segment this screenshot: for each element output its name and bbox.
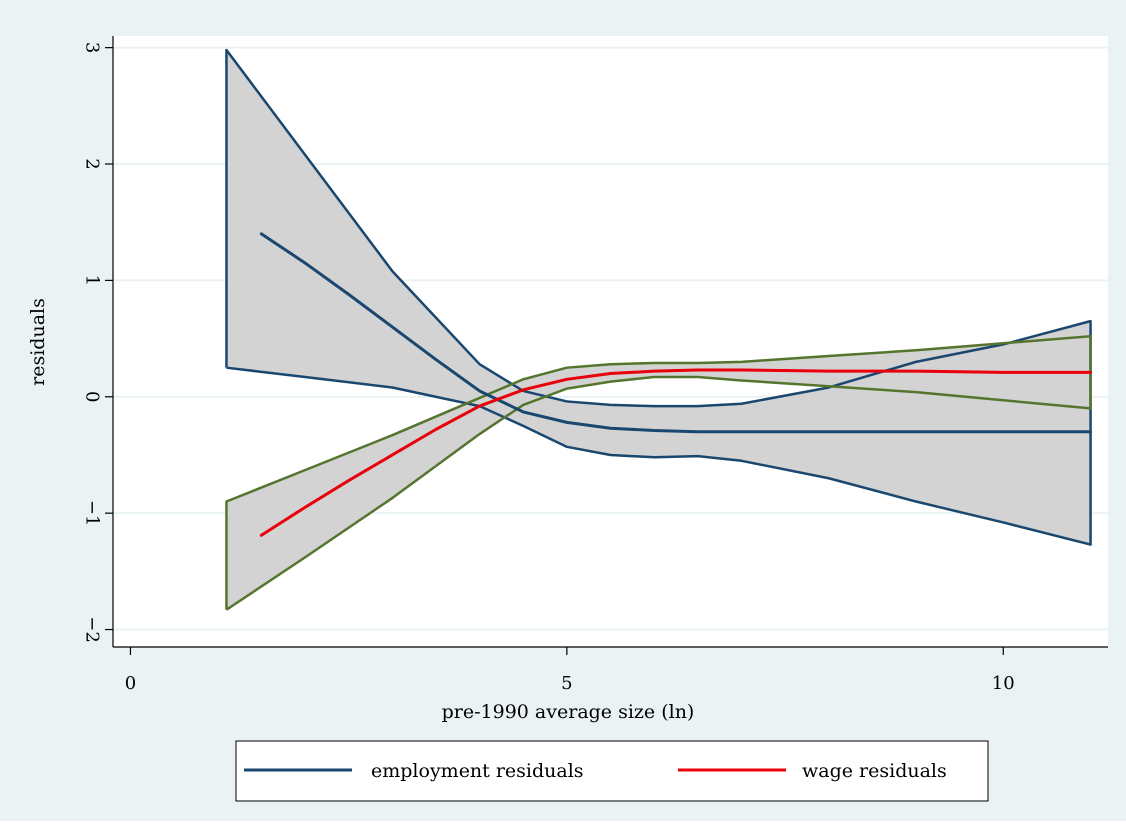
legend: employment residuals wage residuals [235, 740, 989, 802]
legend-label-employment: employment residuals [371, 760, 584, 782]
band-edge-employment [225, 48, 1092, 546]
series-line-wage [259, 368, 1093, 537]
y-tick-label: 2 [82, 158, 103, 169]
x-tick-label: 0 [125, 673, 136, 694]
band-fill-wage [226, 336, 1091, 610]
y-axis-label: residuals [27, 298, 49, 386]
y-tick-label: 1 [82, 275, 103, 286]
y-tick-label: −2 [82, 616, 103, 643]
ticks: −2 −1 0 1 2 3 0 5 10 [82, 42, 1015, 694]
x-tick-label: 5 [561, 673, 572, 694]
confidence-bands [226, 49, 1091, 610]
band-fill-employment [226, 49, 1091, 545]
legend-box [235, 740, 989, 802]
series-line-employment [259, 232, 1093, 434]
band-edge-wage [225, 335, 1092, 611]
legend-label-wage: wage residuals [802, 760, 947, 782]
x-tick-label: 10 [992, 673, 1015, 694]
y-tick-label: −1 [82, 500, 103, 527]
x-axis-label: pre-1990 average size (ln) [442, 701, 695, 723]
y-tick-label: 3 [82, 42, 103, 53]
y-tick-label: 0 [82, 391, 103, 402]
axes [112, 36, 1108, 648]
series-lines [225, 48, 1093, 611]
